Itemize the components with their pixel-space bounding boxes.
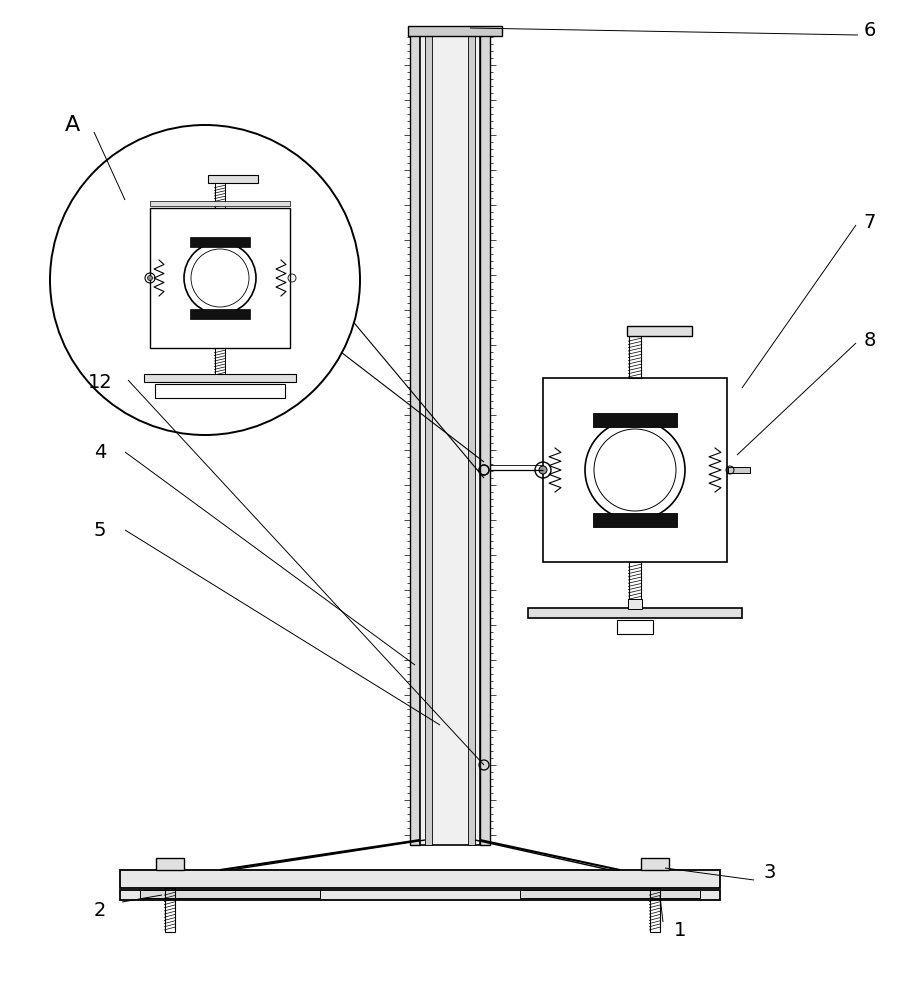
Text: 2: 2 [94, 900, 106, 920]
Text: 1: 1 [674, 920, 686, 940]
Text: 5: 5 [94, 520, 106, 540]
Text: 8: 8 [864, 330, 876, 350]
Bar [543, 378, 727, 562]
Text: 6: 6 [864, 20, 876, 39]
Bar [628, 599, 642, 609]
Bar [627, 326, 692, 336]
Bar [593, 513, 677, 527]
Bar [420, 30, 480, 845]
Circle shape [148, 275, 152, 280]
Bar [156, 858, 184, 870]
Bar [641, 858, 669, 870]
Bar [165, 888, 175, 932]
Bar [728, 467, 750, 473]
Text: 4: 4 [94, 442, 106, 462]
Bar [410, 30, 420, 845]
Bar [150, 208, 290, 348]
Bar [593, 413, 677, 427]
Bar [190, 309, 250, 319]
Bar [120, 870, 720, 888]
Bar [520, 890, 700, 898]
Text: 12: 12 [87, 372, 112, 391]
Bar [629, 562, 641, 610]
Bar [215, 348, 225, 376]
Text: 3: 3 [764, 863, 777, 882]
Bar [650, 888, 660, 932]
Circle shape [539, 466, 547, 474]
Bar [190, 237, 250, 247]
Bar [617, 620, 653, 634]
Bar [120, 890, 720, 900]
Bar [140, 890, 320, 898]
Bar [425, 30, 432, 845]
Bar [468, 30, 475, 845]
Bar [629, 336, 641, 378]
Bar [215, 183, 225, 208]
Text: A: A [64, 115, 80, 135]
Text: 7: 7 [864, 213, 876, 232]
Bar [155, 384, 285, 398]
Bar [144, 374, 296, 382]
Bar [150, 201, 290, 206]
Bar [480, 30, 490, 845]
Bar [528, 608, 742, 618]
Bar [408, 26, 502, 36]
Bar [208, 175, 258, 183]
